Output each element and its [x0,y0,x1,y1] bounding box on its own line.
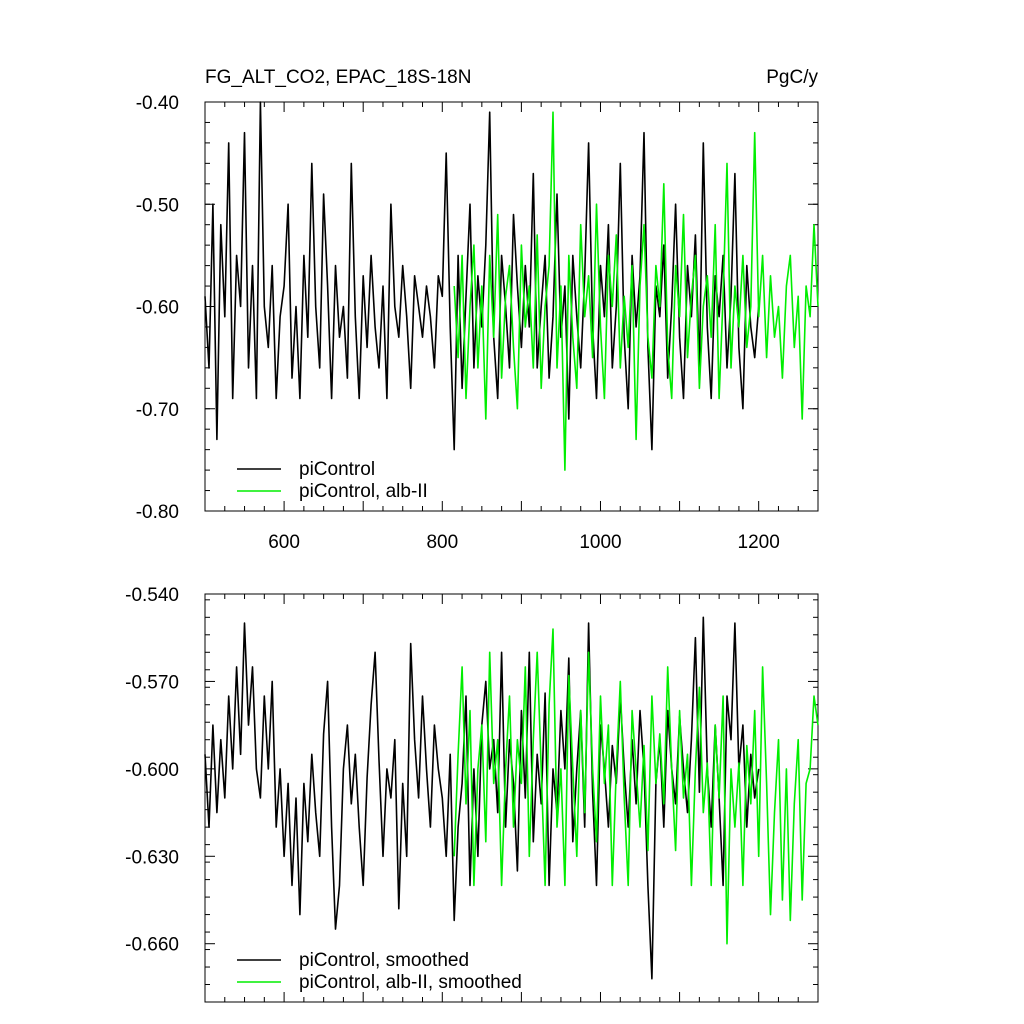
x-tick-label: 1200 [738,532,780,553]
y-tick-label: -0.600 [125,760,179,781]
y-tick-label: -0.70 [136,400,179,421]
legend-label: piControl, alb-II, smoothed [299,972,522,993]
y-tick-label: -0.40 [136,93,179,114]
y-tick-label: -0.540 [125,585,179,606]
x-tick-label: 600 [268,532,300,553]
x-tick-label: 800 [426,532,458,553]
legend-label: piControl, smoothed [299,950,469,971]
series-line-1 [453,111,819,471]
y-tick-label: -0.570 [125,672,179,693]
chart-title: FG_ALT_CO2, EPAC_18S-18N [205,67,471,88]
legend-label: piControl [299,459,375,480]
legend-label: piControl, alb-II [299,481,428,502]
y-tick-label: -0.50 [136,195,179,216]
x-tick-label: 1000 [579,532,621,553]
y-tick-label: -0.660 [125,935,179,956]
units-label: PgC/y [766,67,818,88]
y-tick-label: -0.60 [136,298,179,319]
y-tick-label: -0.80 [136,502,179,523]
plot-frame [204,593,819,1003]
panel-top: 600 800 1000 1200 -0.80 -0.70 -0.60 -0.50 -0.40 p… [136,93,819,553]
y-tick-label: -0.630 [125,847,179,868]
series-line-0 [204,101,760,451]
series-line-1 [453,628,819,945]
panel-bottom: -0.660 -0.630 -0.600 -0.570 -0.540 piControl,… [125,585,819,1003]
series-line-0 [204,616,760,980]
